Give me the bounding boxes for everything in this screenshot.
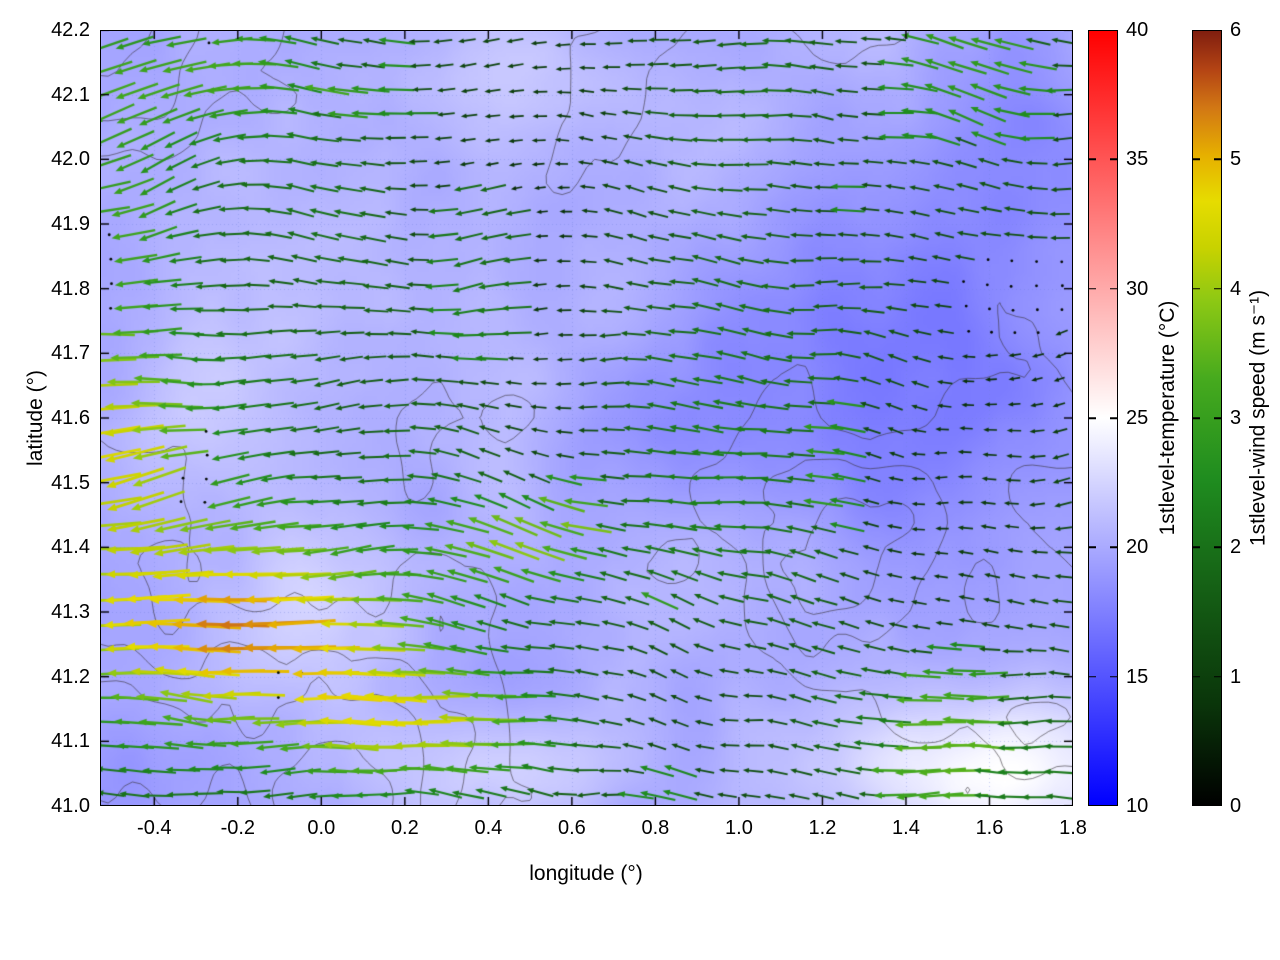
temperature-colorbar-tick-label: 10 bbox=[1126, 795, 1149, 817]
temperature-colorbar-tick-mark bbox=[1089, 675, 1096, 678]
y-axis-title: latitude (°) bbox=[24, 370, 47, 466]
x-tick-label: 1.4 bbox=[892, 817, 920, 839]
wind-colorbar-tick-label: 3 bbox=[1230, 407, 1242, 429]
temperature-colorbar-tick-mark bbox=[1110, 417, 1117, 419]
x-tick-label: 0.4 bbox=[474, 817, 503, 839]
temperature-colorbar-tick-mark bbox=[1089, 417, 1096, 419]
y-tick-label: 41.3 bbox=[51, 601, 90, 623]
x-tick-label: 1.2 bbox=[808, 817, 837, 839]
temperature-colorbar-tick-mark bbox=[1110, 675, 1117, 678]
y-tick-label: 41.4 bbox=[51, 536, 90, 559]
x-tick-label: 0.8 bbox=[641, 817, 670, 839]
x-tick-label: 0.6 bbox=[557, 817, 586, 839]
x-tick-label: 1.6 bbox=[975, 817, 1004, 839]
temperature-colorbar-tick-mark bbox=[1110, 158, 1117, 161]
wind-colorbar-tick-mark bbox=[1214, 158, 1221, 161]
temperature-colorbar-tick-label: 40 bbox=[1126, 19, 1149, 41]
y-tick-label: 41.8 bbox=[51, 277, 90, 300]
x-tick-label: 1.8 bbox=[1059, 817, 1087, 839]
y-tick-label: 42.1 bbox=[51, 83, 90, 106]
wind-colorbar-title: 1stlevel-wind speed (m s⁻¹) bbox=[1246, 289, 1270, 547]
temperature-colorbar-tick-label: 30 bbox=[1126, 277, 1149, 300]
y-tick-label: 41.9 bbox=[51, 213, 90, 235]
y-tick-label: 41.6 bbox=[51, 407, 90, 429]
wind-colorbar-tick-mark bbox=[1214, 675, 1221, 678]
wind-colorbar-tick-mark bbox=[1193, 546, 1200, 549]
temperature-colorbar-tick-label: 15 bbox=[1126, 665, 1149, 688]
wind-colorbar-tick-mark bbox=[1193, 675, 1200, 678]
y-tick-label: 41.1 bbox=[51, 730, 90, 753]
temperature-colorbar-title: 1stlevel-temperature (°C) bbox=[1156, 300, 1179, 536]
x-tick-label: 1.0 bbox=[725, 817, 753, 839]
y-tick-label: 42.2 bbox=[51, 19, 90, 41]
wind-colorbar-tick-label: 2 bbox=[1230, 536, 1242, 559]
temperature-colorbar-tick-mark bbox=[1089, 546, 1096, 549]
x-tick-label: -0.4 bbox=[137, 817, 172, 839]
temperature-colorbar-tick-mark bbox=[1089, 287, 1096, 290]
x-axis-title: longitude (°) bbox=[529, 862, 643, 885]
wind-colorbar-tick-mark bbox=[1193, 158, 1200, 161]
y-tick-label: 41.5 bbox=[51, 471, 90, 494]
y-tick-label: 41.2 bbox=[51, 665, 90, 688]
y-tick-label: 41.0 bbox=[51, 795, 90, 817]
wind-colorbar-tick-label: 1 bbox=[1230, 665, 1242, 688]
wind-colorbar-tick-label: 4 bbox=[1230, 277, 1242, 300]
temperature-colorbar-tick-mark bbox=[1110, 546, 1117, 549]
x-tick-label: -0.2 bbox=[220, 817, 256, 839]
wind-colorbar-tick-mark bbox=[1214, 287, 1221, 290]
x-tick-label: 0.2 bbox=[390, 817, 419, 839]
wind-colorbar-tick-mark bbox=[1214, 546, 1221, 549]
y-tick-label: 42.0 bbox=[51, 148, 90, 171]
map-plot-canvas bbox=[100, 30, 1073, 806]
wind-colorbar-tick-mark bbox=[1214, 417, 1221, 419]
temperature-colorbar-tick-label: 35 bbox=[1126, 148, 1149, 171]
temperature-colorbar-tick-mark bbox=[1089, 158, 1096, 161]
temperature-colorbar-tick-label: 25 bbox=[1126, 407, 1149, 429]
wind-colorbar-tick-label: 5 bbox=[1230, 148, 1242, 171]
wind-colorbar-tick-label: 6 bbox=[1230, 19, 1242, 41]
wind-colorbar-tick-mark bbox=[1193, 417, 1200, 419]
wind-colorbar-tick-mark bbox=[1193, 287, 1200, 290]
temperature-colorbar-tick-mark bbox=[1110, 287, 1117, 290]
x-tick-label: 0.0 bbox=[307, 817, 336, 839]
y-tick-label: 41.7 bbox=[51, 342, 90, 365]
temperature-colorbar-tick-label: 20 bbox=[1126, 536, 1149, 559]
wind-colorbar-tick-label: 0 bbox=[1230, 795, 1242, 817]
